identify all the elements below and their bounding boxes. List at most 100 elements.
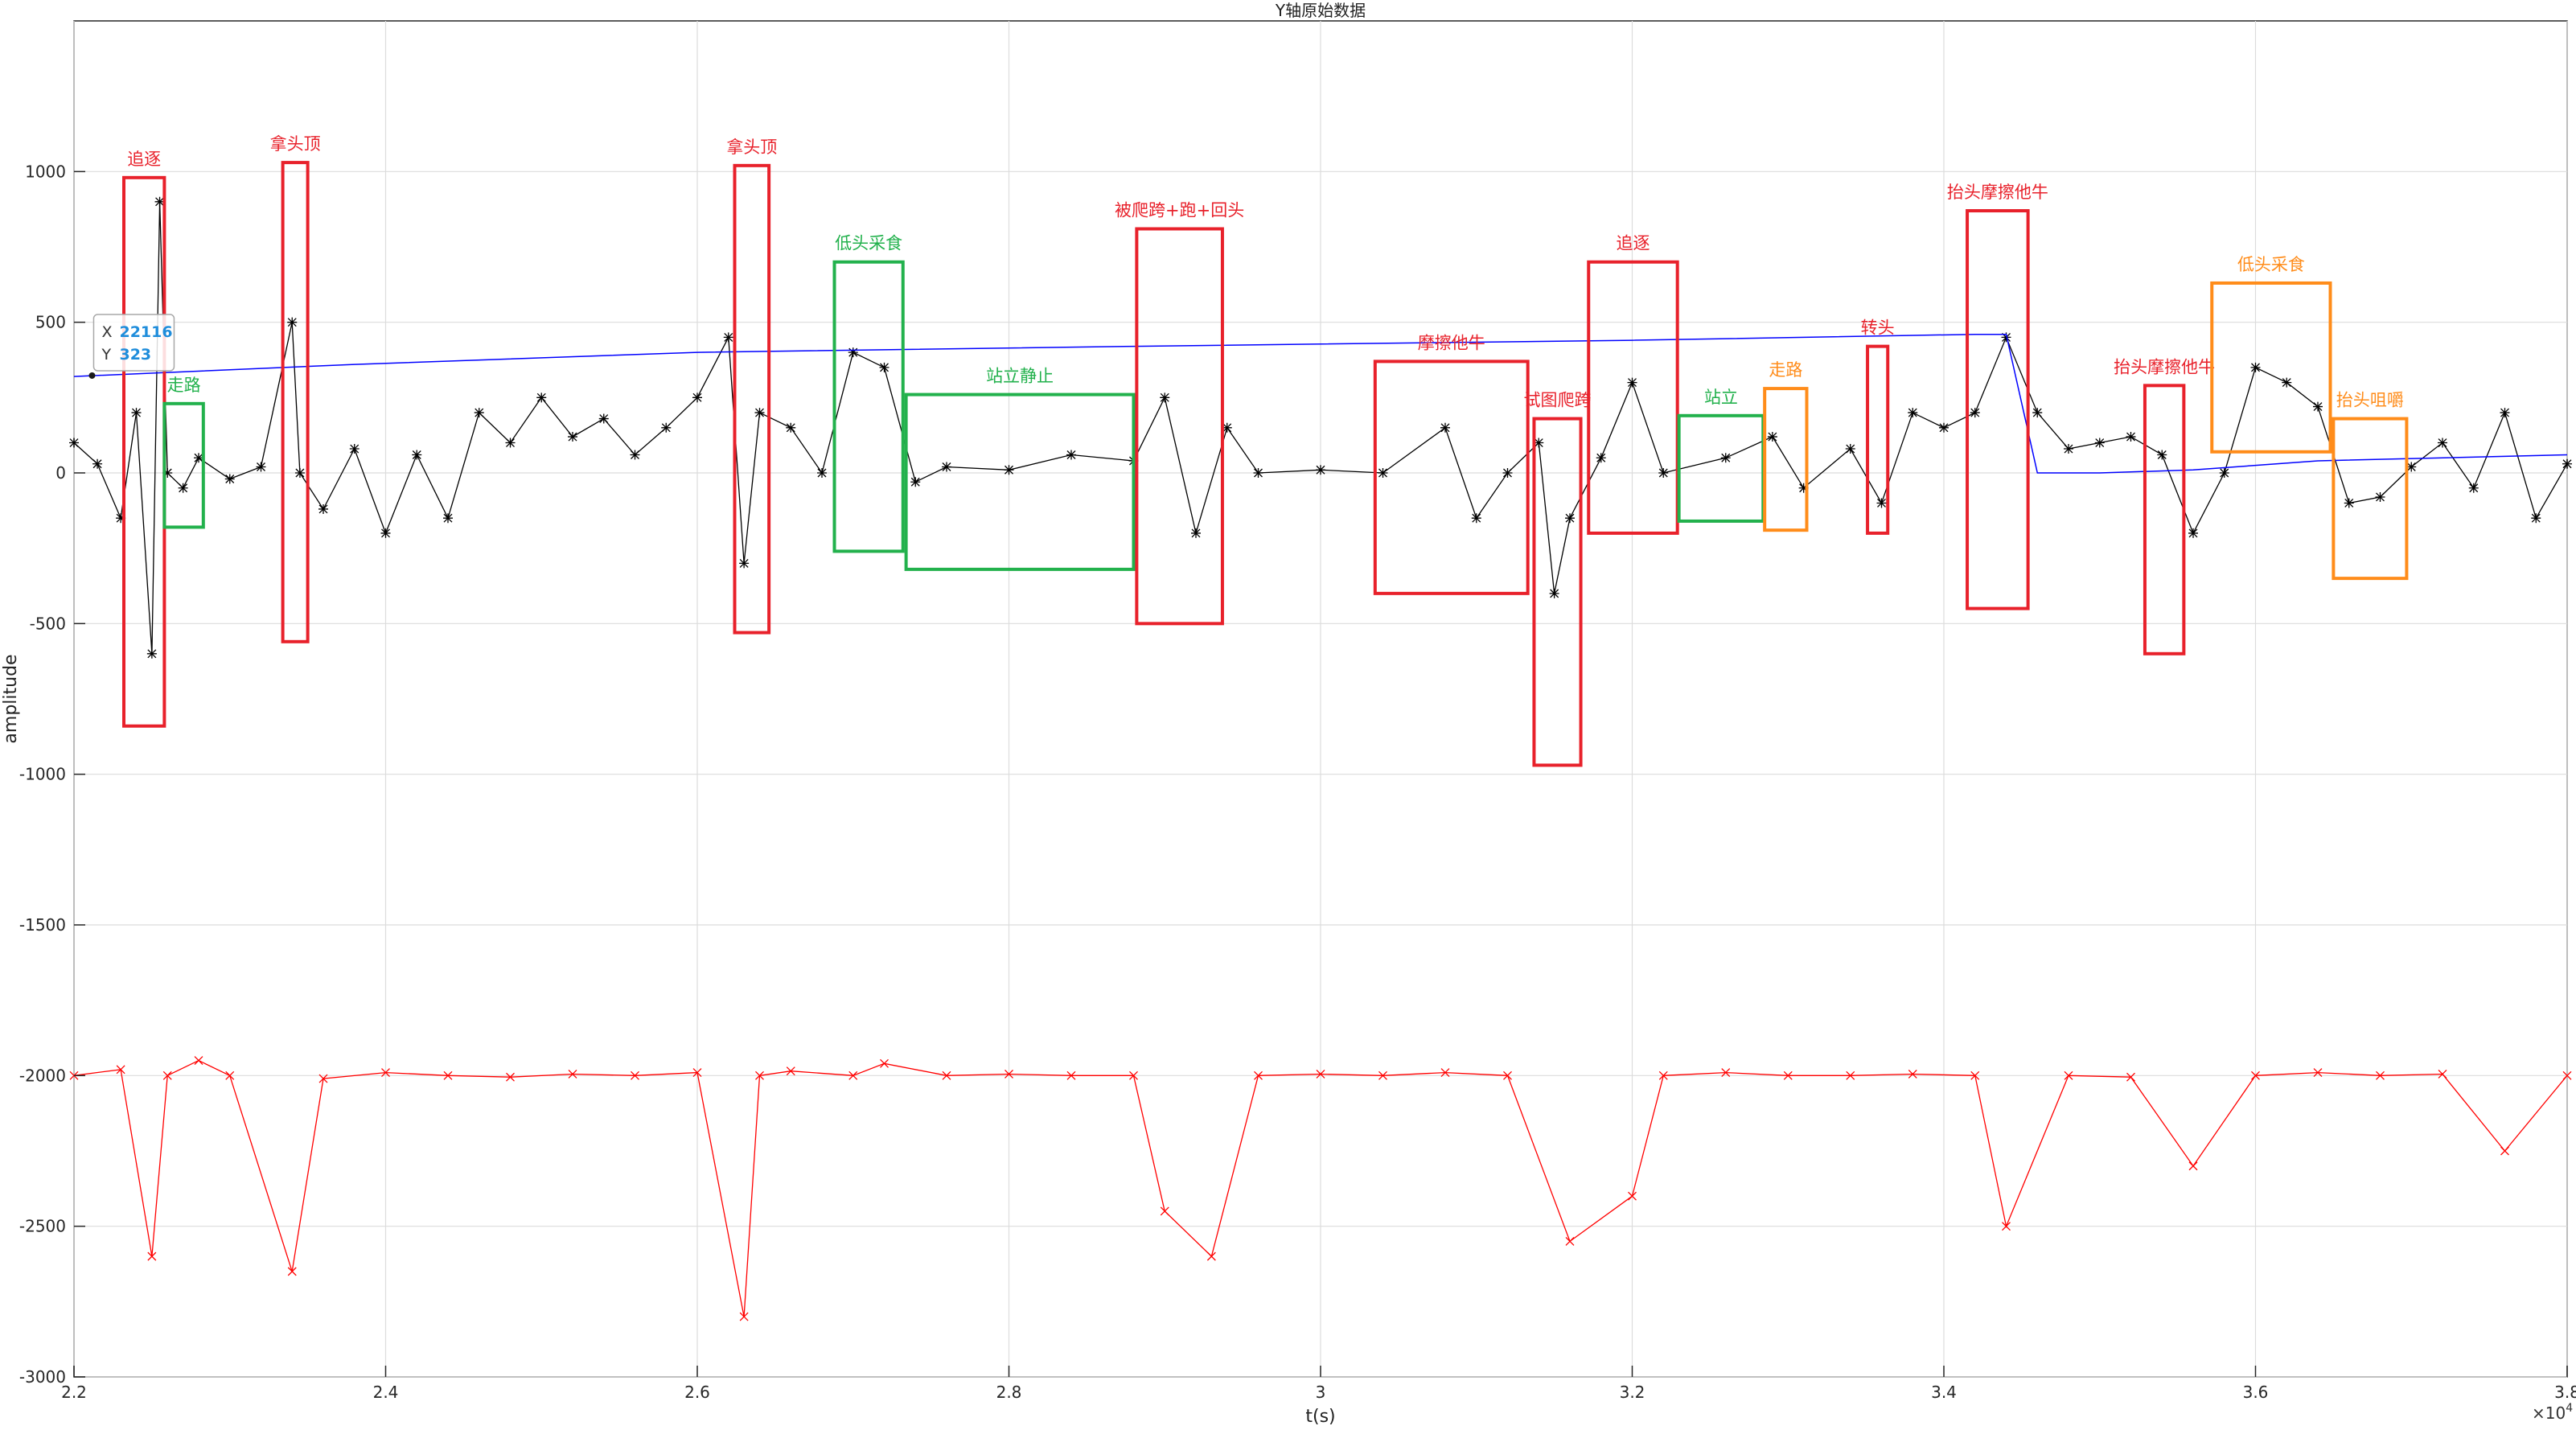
annotation-label: 站立静止 xyxy=(986,367,1054,386)
series-2-point xyxy=(2064,1070,2073,1080)
series-0-point xyxy=(1876,498,1887,508)
annotation-box xyxy=(2210,281,2332,454)
series-0-point xyxy=(2562,458,2572,469)
series-0-point xyxy=(1534,438,1544,448)
series-2-point xyxy=(942,1070,951,1080)
series-0-point xyxy=(1160,392,1170,403)
series-0-point xyxy=(1440,422,1450,433)
series-0-point xyxy=(2438,438,2447,448)
series-0-point xyxy=(318,503,328,514)
series-2-point xyxy=(2002,1222,2011,1231)
series-0-point xyxy=(739,558,750,569)
series-2-point xyxy=(2188,1161,2198,1171)
y-tick-label: 0 xyxy=(55,463,66,483)
series-0-point xyxy=(2375,491,2385,502)
series-2-point xyxy=(2438,1070,2447,1079)
annotation-box xyxy=(832,260,905,553)
series-0-point xyxy=(412,450,422,460)
x-tick-label: 2.8 xyxy=(996,1383,1022,1402)
y-tick-label: -2500 xyxy=(19,1217,66,1236)
series-2-point xyxy=(1316,1070,1325,1079)
series-2-point xyxy=(1721,1068,1731,1078)
series-0-point xyxy=(1970,408,1980,418)
series-0-point xyxy=(2001,332,2011,343)
series-0-point xyxy=(2282,377,2292,388)
series-2-point xyxy=(1658,1070,1668,1080)
series-2-point xyxy=(381,1068,390,1078)
tick-layer: 2.2 2.4 2.6 2.8 3 3.2 3.4 3.6 3.8 1000 500 0 -500 -10… xyxy=(19,162,2576,1402)
annotation-label: 走路 xyxy=(167,376,201,395)
series-0-point xyxy=(505,438,516,448)
series-0-point xyxy=(2157,450,2167,460)
series-2-point xyxy=(147,1251,157,1261)
series-2-point xyxy=(755,1070,764,1080)
series-2-point xyxy=(287,1267,297,1276)
series-0-point xyxy=(349,444,359,454)
series-0-point xyxy=(2064,444,2073,454)
series-layer xyxy=(69,196,2572,1321)
series-0-point xyxy=(2344,498,2354,508)
series-0-point xyxy=(2219,468,2229,478)
series-0-point xyxy=(1316,465,1325,475)
annotation-label: 追逐 xyxy=(127,150,161,169)
series-0-point xyxy=(2500,408,2510,418)
annotation-box xyxy=(904,392,1136,571)
y-tick-label: -3000 xyxy=(19,1367,66,1387)
x-tick-label: 2.6 xyxy=(684,1383,710,1402)
series-0-point xyxy=(380,528,391,538)
series-0-point xyxy=(2250,362,2261,372)
series-0-point xyxy=(1596,453,1606,463)
series-0-point xyxy=(1845,444,1855,454)
x-tick-label: 3.2 xyxy=(1620,1383,1645,1402)
series-0-point xyxy=(2126,432,2136,442)
chart-title: Y轴原始数据 xyxy=(1275,1,1366,20)
series-2-line xyxy=(73,1059,2568,1317)
series-1-line xyxy=(73,333,2568,474)
y-tick-label: -1000 xyxy=(19,765,66,784)
annotation-label: 摩擦他牛 xyxy=(1418,333,1485,352)
annotation-box xyxy=(1866,344,1890,535)
series-0-point xyxy=(1658,468,1669,478)
series-2-point xyxy=(739,1312,749,1321)
series-0-point xyxy=(723,332,733,343)
series-0-point xyxy=(162,468,173,478)
series-0-point xyxy=(154,196,165,207)
series-0-point xyxy=(1378,468,1388,478)
x-exponent-label: ×104 xyxy=(2532,1402,2573,1423)
datatip-y-value: 323 xyxy=(119,346,151,364)
series-2-point xyxy=(1254,1070,1263,1080)
datatip-x-label: X xyxy=(101,323,112,341)
series-2-point xyxy=(1503,1070,1512,1080)
series-2-point xyxy=(2313,1068,2323,1078)
annotation-box xyxy=(1763,387,1809,532)
series-2-point xyxy=(1783,1070,1793,1080)
series-2-point xyxy=(631,1070,639,1080)
series-2-point xyxy=(1440,1068,1450,1078)
series-0-point xyxy=(2468,483,2479,493)
y-axis-label: amplitude xyxy=(1,654,21,743)
series-0-point xyxy=(786,422,796,433)
annotation-box xyxy=(281,161,310,643)
datatip[interactable]: X 22116 Y 323 xyxy=(88,314,175,379)
series-2-point xyxy=(786,1066,795,1076)
series-0-point xyxy=(1502,468,1513,478)
series-0-point xyxy=(630,450,640,460)
series-0-point xyxy=(848,347,858,358)
series-2-point xyxy=(692,1068,702,1078)
annotation-box xyxy=(1587,260,1679,535)
y-tick-label: 1000 xyxy=(25,162,66,181)
annotation-box xyxy=(2332,417,2409,581)
x-tick-label: 2.4 xyxy=(373,1383,399,1402)
series-0-point xyxy=(1565,513,1575,524)
series-2-point xyxy=(1378,1070,1387,1080)
series-2-point xyxy=(1206,1251,1216,1261)
series-0-point xyxy=(474,408,484,418)
y-tick-label: -500 xyxy=(30,614,66,633)
series-0-point xyxy=(568,432,577,442)
series-0-point xyxy=(2188,528,2198,538)
series-2-point xyxy=(116,1065,125,1075)
series-0-point xyxy=(178,483,188,493)
series-0-point xyxy=(1471,513,1481,524)
series-2-point xyxy=(162,1070,172,1080)
